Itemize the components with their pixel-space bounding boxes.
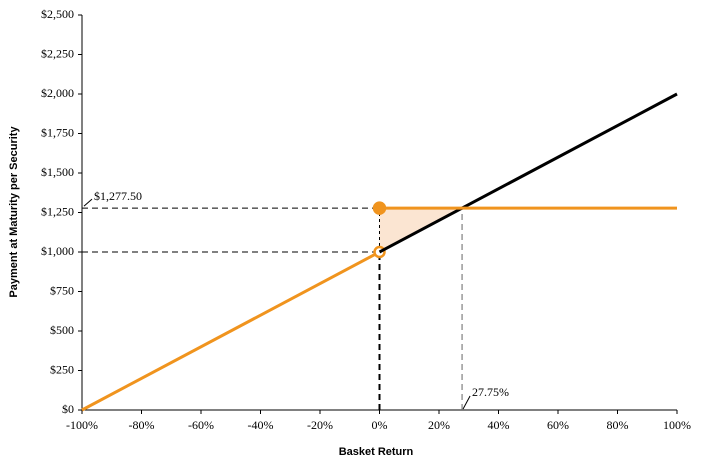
y-tick-label: $750	[50, 283, 74, 297]
y-tick-label: $250	[50, 362, 74, 376]
y-tick-label: $500	[50, 323, 74, 337]
point-marker	[372, 201, 387, 215]
x-tick-label: -40%	[248, 418, 274, 432]
x-tick-label: -80%	[129, 418, 155, 432]
y-tick-label: $1,750	[41, 125, 74, 139]
y-tick-label: $2,000	[41, 86, 74, 100]
y-tick-label: $1,500	[41, 165, 74, 179]
x-tick-label: 40%	[488, 418, 510, 432]
x-tick-label: -100%	[66, 418, 98, 432]
y-axis-title: Payment at Maturity per Security	[8, 126, 20, 298]
x-tick-label: 60%	[547, 418, 569, 432]
y-tick-label: $1,250	[41, 204, 74, 218]
x-axis-title: Basket Return	[339, 446, 414, 458]
y-tick-label: $1,000	[41, 244, 74, 258]
annotation: $1,277.50	[94, 189, 142, 203]
x-tick-label: 20%	[428, 418, 450, 432]
y-tick-label: $0	[62, 402, 74, 416]
x-tick-label: 80%	[607, 418, 629, 432]
annotation: 27.75%	[472, 385, 509, 399]
x-tick-label: -20%	[307, 418, 333, 432]
annotation-leader	[83, 198, 93, 207]
line	[81, 250, 381, 412]
line	[378, 92, 678, 254]
y-tick-label: $2,500	[41, 7, 74, 21]
x-tick-label: -60%	[188, 418, 214, 432]
y-tick-label: $2,250	[41, 46, 74, 60]
annotation-leader	[462, 395, 471, 410]
x-tick-label: 100%	[663, 418, 691, 432]
x-tick-label: 0%	[372, 418, 388, 432]
